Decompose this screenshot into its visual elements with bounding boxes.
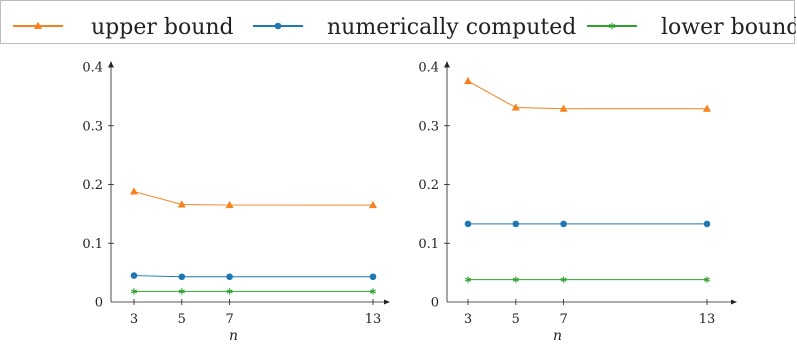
x-tick-label: 5 [512,312,520,327]
data-point [226,273,233,281]
series-triangle [464,76,711,112]
x-tick-label: 3 [130,312,138,327]
data-point [130,272,138,279]
series-line [133,275,373,278]
legend-entry-1: numerically computed [253,15,576,40]
triangle-marker-icon [34,21,42,29]
series-line [467,80,707,110]
x-axis-arrow-icon [384,299,390,305]
y-tick-label: 0.3 [418,119,439,134]
series-circle [130,272,377,281]
data-point [177,200,186,208]
star-marker-icon [608,22,616,30]
data-point [464,276,472,283]
x-tick-label: 7 [225,312,233,327]
data-point-stroke [464,277,472,282]
legend-label: numerically computed [327,15,576,40]
legend-label: lower bound [661,15,796,40]
data-point-stroke [560,277,567,282]
data-point [369,288,377,295]
data-point-stroke [703,277,711,282]
data-point-stroke [226,289,233,294]
data-point [512,220,520,228]
series-star [464,276,711,283]
x-tick-label: 7 [559,312,567,327]
y-tick-label: 0.3 [82,119,103,134]
data-point [178,273,186,281]
y-axis-arrow-icon [444,61,450,67]
y-tick-label: 0.2 [82,178,103,193]
y-axis-arrow-icon [108,61,114,67]
data-point [703,104,711,112]
y-tick-label: 0 [431,296,439,311]
x-axis-label: n [553,328,562,344]
series-star [130,288,377,295]
series-triangle [130,187,377,209]
legend-entry-0: upper bound [13,15,234,40]
y-tick-label: 0.2 [418,178,439,193]
x-axis-arrow-icon [731,299,737,305]
data-point [464,76,472,85]
legend-label: upper bound [91,15,234,40]
data-point [560,220,567,228]
x-axis-label: n [229,328,238,344]
data-point-stroke [178,289,185,294]
x-tick-label: 3 [464,312,472,327]
data-point-stroke [512,277,519,282]
data-point [703,220,711,228]
data-point [512,276,519,283]
chart-panel-0: 0 0.1 0.2 0.3 0.4 3 5 7 13 n [82,61,390,344]
x-tick-label: 13 [365,312,382,327]
legend-svg: upper bound numerically computed lower bou… [13,15,797,40]
data-point [511,103,520,111]
y-tick-label: 0 [95,296,103,311]
x-tick-label: 13 [699,312,716,327]
y-tick-label: 0.4 [82,61,103,76]
data-point [464,220,472,228]
data-point [369,200,377,209]
star-marker-icon-stroke [608,23,616,29]
legend-entry-2: lower bound [587,15,797,40]
data-point [703,276,711,283]
series-line [133,191,373,206]
legend: upper bound numerically computed lower bou… [0,0,797,44]
y-tick-label: 0.1 [418,237,439,252]
y-tick-label: 0.4 [418,61,439,76]
x-tick-label: 5 [178,312,186,327]
data-point [130,187,138,195]
data-point [226,288,233,295]
data-point [225,200,234,209]
data-point-stroke [369,289,377,294]
data-point [369,273,377,281]
circle-marker-icon [274,22,282,30]
series-circle [464,220,711,228]
y-tick-label: 0.1 [82,237,103,252]
chart-panel-1: 0 0.1 0.2 0.3 0.4 3 5 7 13 n [418,61,737,344]
data-point [560,276,567,283]
data-point [130,288,138,295]
data-point [178,288,185,295]
data-point [559,104,568,112]
data-point-stroke [130,289,138,294]
